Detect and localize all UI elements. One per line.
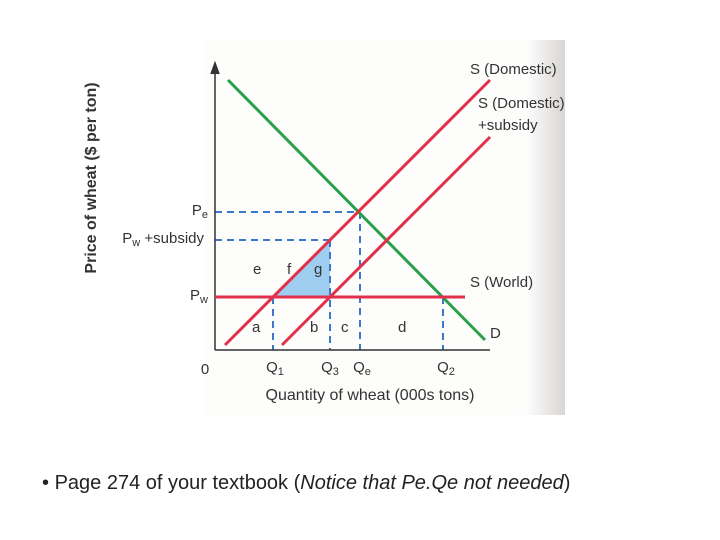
qe-label-sub: e [365, 366, 371, 378]
area-label: g [314, 261, 322, 278]
q1-label-sub: 1 [278, 366, 284, 378]
pe-label: Pe [192, 202, 208, 221]
s-subsidy-label: +subsidy [478, 117, 538, 134]
q1-label: Q1 [266, 359, 284, 378]
area-label: f [287, 261, 292, 278]
q2-label-sub: 2 [449, 366, 455, 378]
s-world-label: S (World) [470, 274, 533, 291]
area-label: d [398, 319, 406, 336]
pw-label-sub: w [199, 294, 208, 306]
bullet-end: ) [563, 472, 571, 494]
bullet-italic: Notice that Pe.Qe not needed [300, 472, 564, 494]
pw-subsidy-label-sub: w [131, 237, 140, 249]
area-label: b [310, 319, 318, 336]
q1-label-main: Q [266, 359, 278, 376]
pw-label: Pw [190, 287, 208, 306]
qe-label: Qe [353, 359, 371, 378]
pw-subsidy-label: Pw +subsidy [122, 230, 204, 249]
pe-label-sub: e [202, 209, 208, 221]
area-label: c [341, 319, 349, 336]
s-subsidy-label: S (Domestic) [478, 95, 565, 112]
y-arrow [210, 60, 220, 75]
q2-label-main: Q [437, 359, 449, 376]
image-background [205, 40, 565, 415]
area-label: a [252, 319, 261, 336]
pe-label-main: P [192, 202, 202, 219]
q2-label: Q2 [437, 359, 455, 378]
x-axis-label: Quantity of wheat (000s tons) [266, 387, 475, 404]
q3-label-main: Q [321, 359, 333, 376]
pw-subsidy-label-rest: +subsidy [140, 230, 204, 247]
bullet-text: • Page 274 of your textbook (Notice that… [42, 472, 571, 494]
area-label: e [253, 261, 261, 278]
y-axis-label: Price of wheat ($ per ton) [83, 82, 100, 273]
q3-label-sub: 3 [333, 366, 339, 378]
pw-label-main: P [190, 287, 200, 304]
domestic-supply-subsidy [280, 135, 492, 347]
domestic-supply [223, 78, 492, 347]
s-domestic-label: S (Domestic) [470, 61, 557, 78]
q3-label: Q3 [321, 359, 339, 378]
page-shadow [525, 40, 565, 415]
axes [210, 60, 490, 351]
pw-subsidy-label-main: P [122, 230, 132, 247]
demand-label: D [490, 325, 501, 342]
qe-label-main: Q [353, 359, 365, 376]
origin-label: 0 [201, 361, 209, 378]
bullet-plain: Page 274 of your textbook ( [54, 472, 301, 494]
